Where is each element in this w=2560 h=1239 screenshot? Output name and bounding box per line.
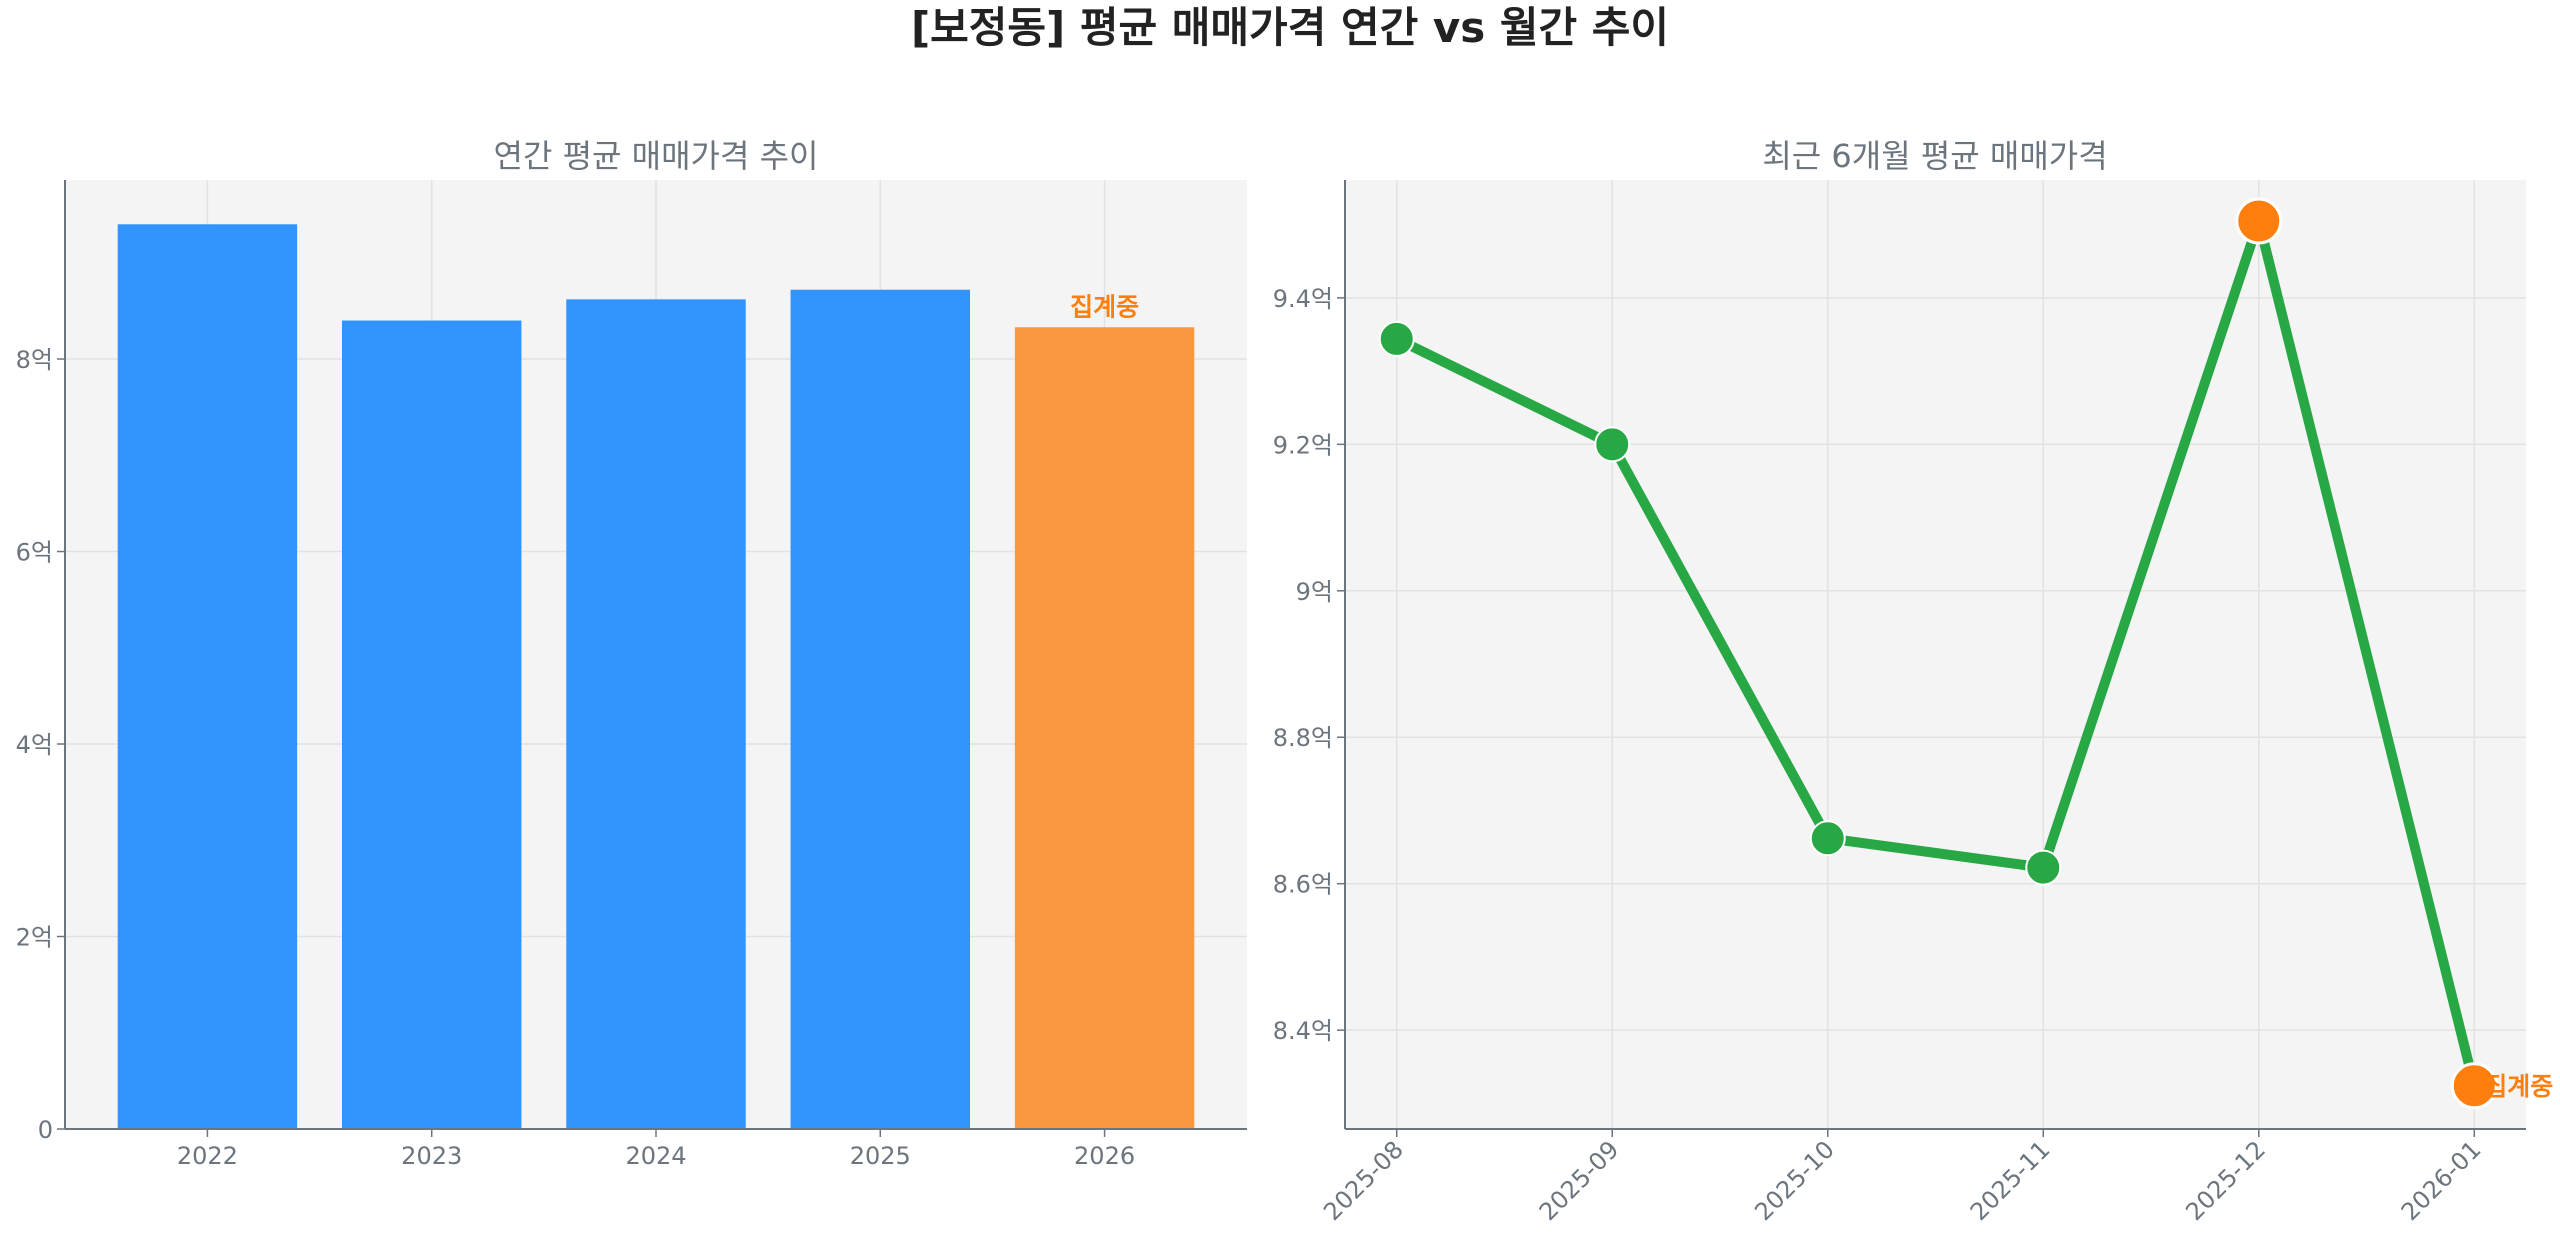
- bar-2023: [341, 320, 522, 1129]
- xtick-label: 2023: [401, 1142, 462, 1170]
- partial-annotation: 집계중: [1070, 292, 1139, 321]
- point-2025-10: [1809, 820, 1846, 857]
- bar-2024: [566, 299, 746, 1129]
- bar-2026: [1014, 327, 1195, 1129]
- xtick-label: 2025: [850, 1142, 911, 1170]
- point-2025-09: [1594, 426, 1631, 463]
- bar-2025: [790, 289, 971, 1129]
- plot-background: [1345, 180, 2526, 1129]
- bar-2022: [117, 224, 298, 1130]
- ytick-label: 8.4억: [1273, 1017, 1333, 1045]
- point-2025-12: [2235, 197, 2283, 245]
- ytick-label: 4억: [16, 731, 53, 759]
- point-2025-08: [1378, 320, 1415, 357]
- xtick-label: 2024: [625, 1142, 686, 1170]
- xtick-label: 2025-12: [2180, 1135, 2271, 1226]
- ytick-label: 6억: [16, 539, 53, 567]
- xtick-label: 2022: [177, 1142, 238, 1170]
- point-2026-01: [2450, 1062, 2498, 1110]
- series-line: [1394, 216, 2480, 1088]
- figure-title: [보정동] 평균 매매가격 연간 vs 월간 추이: [911, 3, 1669, 52]
- partial-annotation: 집계중: [2484, 1072, 2553, 1101]
- ytick-label: 9.4억: [1273, 285, 1333, 313]
- ytick-label: 9.2억: [1273, 431, 1333, 459]
- ytick-label: 2억: [16, 924, 53, 952]
- xtick-label: 2026-01: [2396, 1135, 2487, 1226]
- xtick-label: 2025-09: [1534, 1135, 1625, 1226]
- xtick-label: 2026: [1074, 1142, 1135, 1170]
- xtick-label: 2025-10: [1749, 1135, 1840, 1226]
- ytick-label: 8.6억: [1273, 871, 1333, 899]
- xtick-label: 2025-08: [1318, 1135, 1409, 1226]
- right-chart-title: 최근 6개월 평균 매매가격: [1762, 137, 2107, 175]
- line-chart: 8.4억 8.6억 8.8억 9억 9.2억 9.4억 2025-08 2025-09 2025…: [1273, 180, 2553, 1226]
- left-chart-title: 연간 평균 매매가격 추이: [494, 137, 819, 175]
- ytick-label: 8.8억: [1273, 724, 1333, 752]
- ytick-label: 9억: [1296, 578, 1333, 606]
- xtick-label: 2025-11: [1965, 1135, 2056, 1226]
- bar-chart: 0 2억 4억 6억 8억 2022 2023 2024 2025 2026 집계중: [16, 180, 1247, 1170]
- ytick-label: 8억: [16, 346, 53, 374]
- ytick-label: 0: [38, 1116, 53, 1144]
- point-2025-11: [2025, 849, 2062, 886]
